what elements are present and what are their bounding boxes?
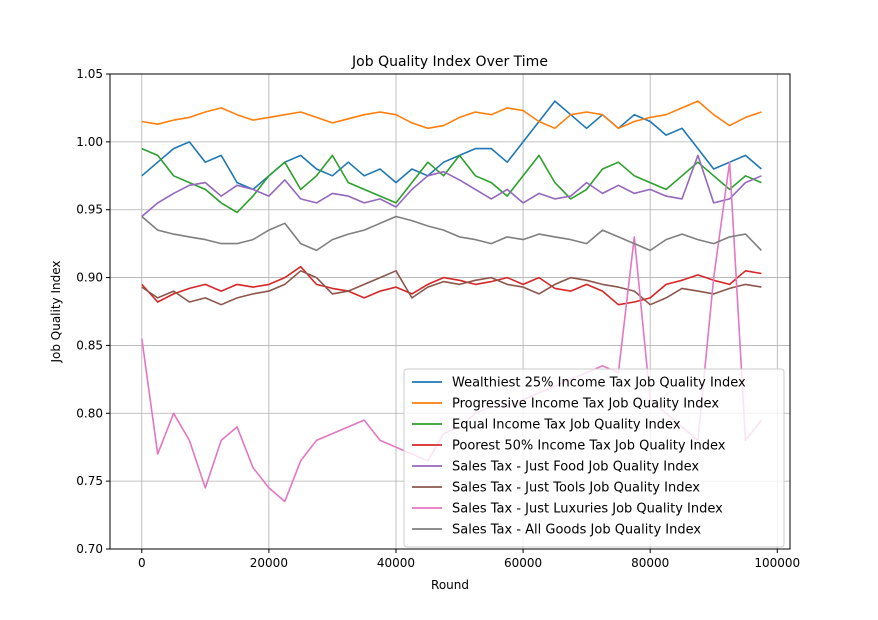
- y-tick-label: 0.75: [76, 474, 103, 488]
- y-tick-label: 0.80: [76, 406, 103, 420]
- legend-label: Progressive Income Tax Job Quality Index: [452, 397, 719, 412]
- legend-label: Equal Income Tax Job Quality Index: [452, 418, 681, 433]
- x-tick-label: 100000: [754, 556, 800, 570]
- legend-label: Sales Tax - Just Luxuries Job Quality In…: [452, 502, 723, 517]
- y-tick-label: 0.90: [76, 271, 103, 285]
- y-tick-label: 1.05: [76, 67, 103, 81]
- legend-label: Wealthiest 25% Income Tax Job Quality In…: [452, 376, 746, 391]
- legend-label: Poorest 50% Income Tax Job Quality Index: [452, 439, 726, 454]
- x-tick-label: 40000: [377, 556, 415, 570]
- x-axis-label: Round: [431, 578, 469, 592]
- legend-label: Sales Tax - All Goods Job Quality Index: [452, 523, 701, 538]
- x-tick-label: 20000: [250, 556, 288, 570]
- chart-title: Job Quality Index Over Time: [351, 54, 548, 70]
- series-line-2: [142, 101, 762, 128]
- y-tick-label: 0.85: [76, 338, 103, 352]
- x-tick-label: 60000: [504, 556, 542, 570]
- y-tick-label: 0.70: [76, 542, 103, 556]
- x-tick-label: 80000: [631, 556, 669, 570]
- x-tick-label: 0: [138, 556, 146, 570]
- series-line-6: [142, 271, 762, 305]
- legend-label: Sales Tax - Just Food Job Quality Index: [452, 460, 699, 475]
- legend: Wealthiest 25% Income Tax Job Quality In…: [404, 369, 784, 547]
- series-line-8: [142, 217, 762, 251]
- legend-label: Sales Tax - Just Tools Job Quality Index: [452, 481, 700, 496]
- y-tick-label: 0.95: [76, 203, 103, 217]
- y-tick-label: 1.00: [76, 135, 103, 149]
- y-axis-label: Job Quality Index: [49, 260, 63, 363]
